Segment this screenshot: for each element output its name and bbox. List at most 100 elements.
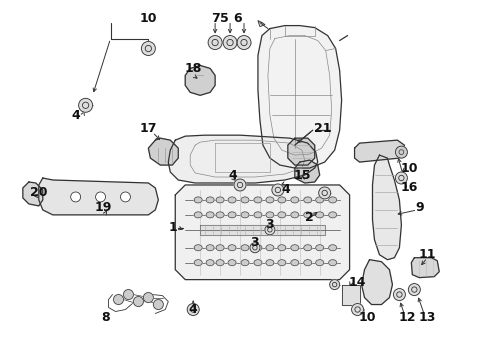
Ellipse shape <box>277 245 285 251</box>
Ellipse shape <box>315 260 323 266</box>
Text: 12: 12 <box>398 311 415 324</box>
Text: 19: 19 <box>95 201 112 215</box>
Ellipse shape <box>241 260 248 266</box>
Ellipse shape <box>194 197 202 203</box>
Text: 4: 4 <box>281 184 289 197</box>
Ellipse shape <box>290 245 298 251</box>
Circle shape <box>187 303 199 315</box>
Text: 9: 9 <box>414 201 423 215</box>
Circle shape <box>79 98 92 112</box>
Circle shape <box>208 36 222 50</box>
Ellipse shape <box>290 212 298 218</box>
Polygon shape <box>294 160 319 183</box>
Polygon shape <box>410 258 438 278</box>
Ellipse shape <box>253 212 262 218</box>
Circle shape <box>393 289 405 301</box>
Ellipse shape <box>265 245 273 251</box>
Polygon shape <box>258 26 341 168</box>
Text: 16: 16 <box>400 181 417 194</box>
Circle shape <box>407 284 420 296</box>
Text: 10: 10 <box>400 162 417 175</box>
Circle shape <box>123 289 133 300</box>
Polygon shape <box>175 185 349 280</box>
Polygon shape <box>341 285 359 305</box>
Circle shape <box>120 192 130 202</box>
Circle shape <box>351 303 363 315</box>
Ellipse shape <box>241 245 248 251</box>
Circle shape <box>318 187 330 199</box>
Ellipse shape <box>194 212 202 218</box>
Ellipse shape <box>227 245 236 251</box>
Circle shape <box>237 36 250 50</box>
Text: 7: 7 <box>210 12 219 25</box>
Ellipse shape <box>265 260 273 266</box>
Text: 11: 11 <box>418 248 435 261</box>
Ellipse shape <box>328 212 336 218</box>
Text: 3: 3 <box>265 218 274 231</box>
Circle shape <box>329 280 339 289</box>
Ellipse shape <box>303 212 311 218</box>
Polygon shape <box>23 182 42 206</box>
Ellipse shape <box>227 197 236 203</box>
Circle shape <box>271 184 283 196</box>
Polygon shape <box>185 66 215 95</box>
Text: 1: 1 <box>168 221 177 234</box>
Ellipse shape <box>206 245 214 251</box>
Ellipse shape <box>303 245 311 251</box>
Ellipse shape <box>216 212 224 218</box>
Ellipse shape <box>277 260 285 266</box>
Circle shape <box>113 294 123 305</box>
Ellipse shape <box>253 260 262 266</box>
Ellipse shape <box>227 212 236 218</box>
Text: 17: 17 <box>140 122 157 135</box>
Ellipse shape <box>303 197 311 203</box>
Text: 15: 15 <box>293 168 311 181</box>
Text: 14: 14 <box>348 276 366 289</box>
Ellipse shape <box>241 212 248 218</box>
Polygon shape <box>148 138 178 165</box>
Ellipse shape <box>206 212 214 218</box>
Ellipse shape <box>315 212 323 218</box>
Ellipse shape <box>328 245 336 251</box>
Ellipse shape <box>328 260 336 266</box>
Ellipse shape <box>265 212 273 218</box>
Polygon shape <box>39 178 158 215</box>
Ellipse shape <box>206 260 214 266</box>
Ellipse shape <box>303 260 311 266</box>
Text: 4: 4 <box>188 303 197 316</box>
Circle shape <box>143 293 153 302</box>
Polygon shape <box>361 260 392 305</box>
Text: 10: 10 <box>140 12 157 25</box>
Circle shape <box>71 192 81 202</box>
Polygon shape <box>287 138 314 165</box>
Circle shape <box>141 41 155 55</box>
Ellipse shape <box>315 197 323 203</box>
Polygon shape <box>200 225 324 235</box>
Ellipse shape <box>241 197 248 203</box>
Text: 8: 8 <box>101 311 110 324</box>
Ellipse shape <box>216 260 224 266</box>
Ellipse shape <box>277 212 285 218</box>
Ellipse shape <box>253 197 262 203</box>
Circle shape <box>249 243 260 253</box>
Polygon shape <box>372 155 401 260</box>
Ellipse shape <box>253 245 262 251</box>
Circle shape <box>395 172 407 184</box>
Circle shape <box>223 36 237 50</box>
Ellipse shape <box>216 197 224 203</box>
Ellipse shape <box>194 245 202 251</box>
Ellipse shape <box>194 260 202 266</box>
Circle shape <box>133 297 143 306</box>
Circle shape <box>234 179 245 191</box>
Polygon shape <box>354 140 404 162</box>
Text: 20: 20 <box>30 186 47 199</box>
Text: 3: 3 <box>250 236 259 249</box>
Text: 21: 21 <box>313 122 331 135</box>
Circle shape <box>153 300 163 310</box>
Circle shape <box>264 225 274 235</box>
Ellipse shape <box>328 197 336 203</box>
Text: 2: 2 <box>305 211 313 224</box>
Circle shape <box>95 192 105 202</box>
Text: 10: 10 <box>358 311 375 324</box>
Ellipse shape <box>315 245 323 251</box>
